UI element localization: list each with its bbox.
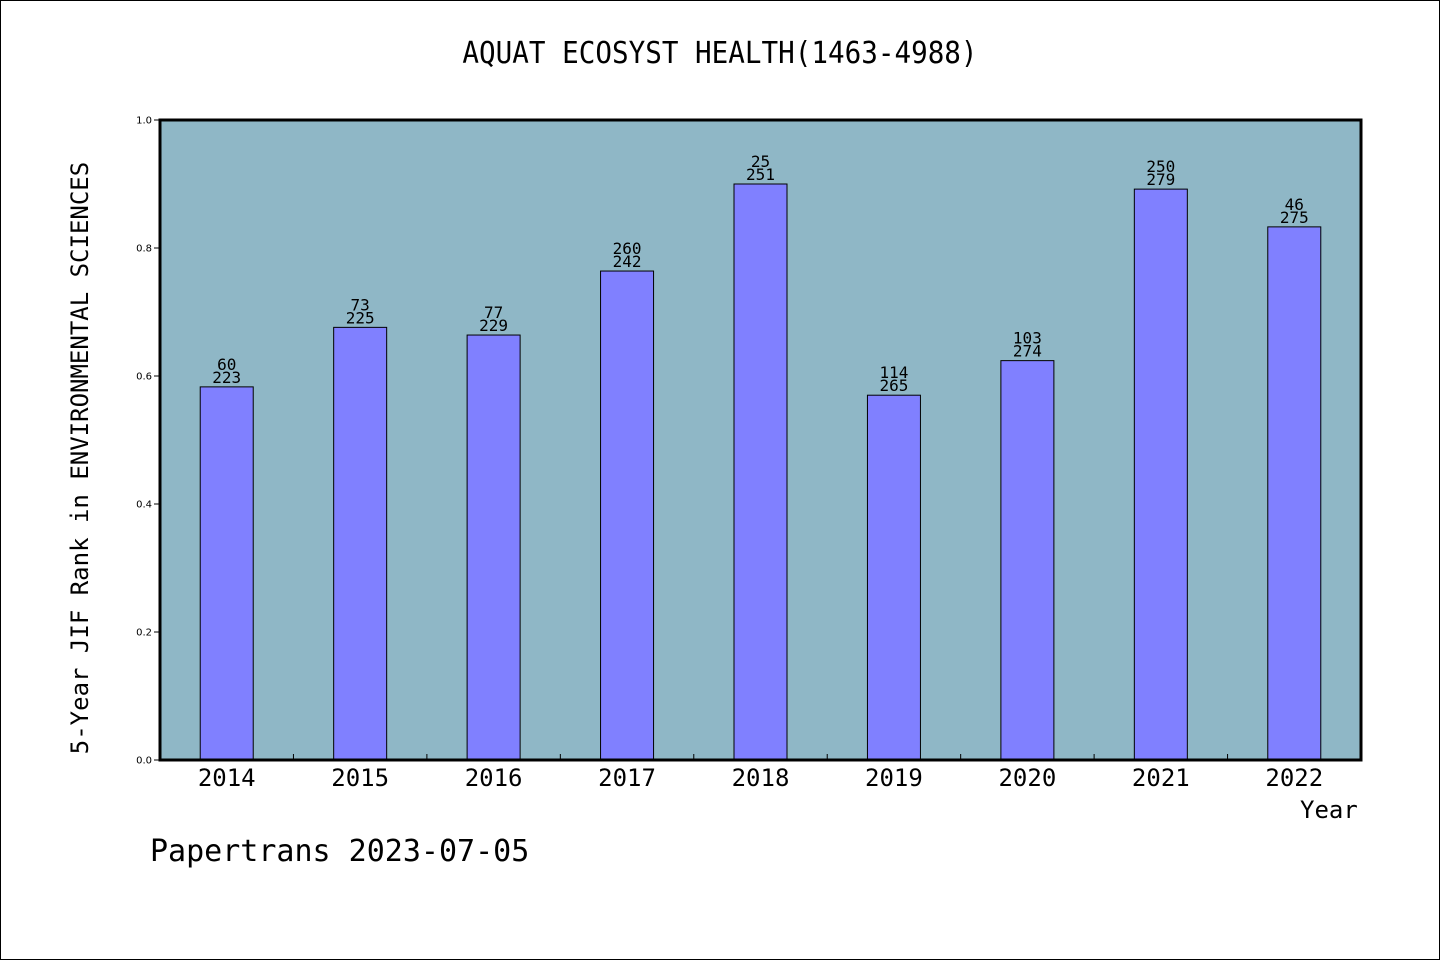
bar-total-label: 251: [746, 165, 775, 184]
bar-rank-label: 250: [1146, 157, 1175, 176]
x-category-label: 2014: [198, 764, 256, 792]
bar: [733, 183, 788, 761]
bar-rank-label: 60: [217, 355, 236, 374]
y-tick-label: 0.8: [136, 244, 152, 255]
y-tick-label: 0.6: [136, 372, 152, 383]
bar-rank-label: 114: [879, 363, 908, 382]
chart-title: AQUAT ECOSYST HEALTH(1463-4988): [462, 36, 978, 71]
footer-credit: Papertrans 2023-07-05: [150, 834, 530, 869]
bar-total-label: 275: [1280, 208, 1309, 227]
plot-border: [158, 118, 1363, 762]
x-category-label: 2018: [732, 764, 790, 792]
bar: [1000, 360, 1055, 761]
x-category-label: 2019: [865, 764, 923, 792]
x-category-label: 2015: [331, 764, 389, 792]
bar-rank-label: 103: [1013, 329, 1042, 348]
bar-rank-label: 260: [613, 239, 642, 258]
x-category-label: 2021: [1132, 764, 1190, 792]
bar-total-label: 279: [1146, 170, 1175, 189]
bar: [866, 394, 921, 761]
y-tick-label: 0.2: [136, 628, 152, 639]
y-tick-label: 0.4: [136, 500, 152, 511]
bar: [466, 334, 521, 761]
y-tick-label: 1.0: [136, 116, 152, 127]
x-axis-label: Year: [1300, 796, 1358, 824]
bar: [1133, 188, 1188, 761]
bar-rank-label: 46: [1285, 195, 1304, 214]
bar-total-label: 242: [613, 252, 642, 271]
bar-total-label: 274: [1013, 342, 1042, 361]
bar: [333, 326, 388, 761]
bar-rank-label: 77: [484, 303, 503, 322]
bar: [1267, 226, 1322, 761]
x-category-label: 2020: [998, 764, 1056, 792]
bar-total-label: 229: [479, 316, 508, 335]
bar: [199, 386, 254, 761]
y-tick-label: 0.0: [136, 756, 152, 767]
bar-rank-label: 73: [351, 295, 370, 314]
bar-total-label: 223: [212, 368, 241, 387]
x-category-label: 2022: [1265, 764, 1323, 792]
bar: [600, 270, 655, 761]
bar-total-label: 265: [879, 376, 908, 395]
x-category-label: 2017: [598, 764, 656, 792]
bar-total-label: 225: [346, 308, 375, 327]
x-category-label: 2016: [465, 764, 523, 792]
bar-rank-label: 25: [751, 152, 770, 171]
